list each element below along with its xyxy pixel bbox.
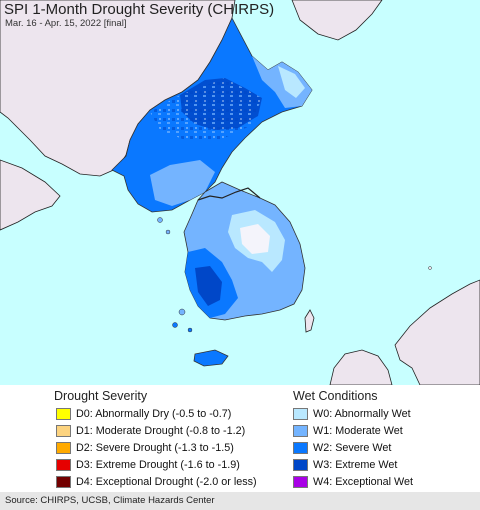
drought-legend-swatch: [56, 458, 71, 471]
sk-southwest-extreme: [195, 266, 222, 306]
drought-legend-swatch: [56, 424, 71, 437]
island: [157, 217, 163, 223]
wet-legend-item: W2: Severe Wet: [293, 440, 391, 455]
island: [165, 229, 171, 235]
drought-legend-swatch: [56, 407, 71, 420]
drought-legend-label: D0: Abnormally Dry (-0.5 to -0.7): [76, 407, 232, 420]
shandong-peninsula: [0, 159, 61, 231]
drought-legend-swatch: [56, 475, 71, 488]
drought-legend-label: D4: Exceptional Drought (-2.0 or less): [76, 475, 257, 488]
drought-map: [0, 0, 480, 385]
drought-legend-item: D3: Extreme Drought (-1.6 to -1.9): [56, 457, 240, 472]
dmz-border: [197, 187, 261, 201]
wet-legend-swatch: [293, 458, 308, 471]
island: [172, 322, 178, 328]
wet-legend-label: W1: Moderate Wet: [313, 424, 403, 437]
drought-legend-label: D1: Moderate Drought (-0.8 to -1.2): [76, 424, 246, 437]
wet-legend-item: W1: Moderate Wet: [293, 423, 403, 438]
drought-legend-label: D2: Severe Drought (-1.3 to -1.5): [76, 441, 234, 454]
nk-northeast-abnormal: [278, 66, 305, 98]
wet-legend-swatch: [293, 441, 308, 454]
wet-legend-item: W3: Extreme Wet: [293, 457, 397, 472]
nk-speckle: [150, 78, 262, 140]
drought-legend-item: D2: Severe Drought (-1.3 to -1.5): [56, 440, 234, 455]
drought-legend-swatch: [56, 441, 71, 454]
wet-legend-swatch: [293, 407, 308, 420]
island: [428, 266, 432, 270]
wet-legend-swatch: [293, 475, 308, 488]
japan-kyushu: [329, 349, 393, 385]
wet-legend-swatch: [293, 424, 308, 437]
tsushima-island: [304, 309, 315, 333]
island: [187, 327, 193, 333]
wet-legend-label: W3: Extreme Wet: [313, 458, 398, 471]
wet-legend-title: Wet Conditions: [293, 389, 378, 403]
wet-legend-label: W4: Exceptional Wet: [313, 475, 414, 488]
jeju-island: [193, 349, 229, 367]
sk-near-normal: [240, 224, 270, 254]
map-subtitle: Mar. 16 - Apr. 15, 2022 [final]: [5, 18, 127, 29]
source-text: Source: CHIRPS, UCSB, Climate Hazards Ce…: [5, 495, 215, 506]
wet-legend-label: W0: Abnormally Wet: [313, 407, 411, 420]
drought-legend-label: D3: Extreme Drought (-1.6 to -1.9): [76, 458, 240, 471]
map-title: SPI 1-Month Drought Severity (CHIRPS): [4, 1, 275, 18]
wet-legend-label: W2: Severe Wet: [313, 441, 392, 454]
wet-legend-item: W4: Exceptional Wet: [293, 474, 413, 489]
russia-landmass: [291, 0, 383, 41]
source-bar: Source: CHIRPS, UCSB, Climate Hazards Ce…: [0, 492, 480, 510]
japan-honshu: [394, 279, 480, 385]
drought-legend-item: D1: Moderate Drought (-0.8 to -1.2): [56, 423, 245, 438]
island: [178, 308, 186, 316]
drought-legend-item: D4: Exceptional Drought (-2.0 or less): [56, 474, 257, 489]
wet-legend-item: W0: Abnormally Wet: [293, 406, 411, 421]
nk-southwest-moderate: [150, 160, 215, 206]
drought-legend-title: Drought Severity: [54, 389, 148, 403]
drought-legend-item: D0: Abnormally Dry (-0.5 to -0.7): [56, 406, 231, 421]
